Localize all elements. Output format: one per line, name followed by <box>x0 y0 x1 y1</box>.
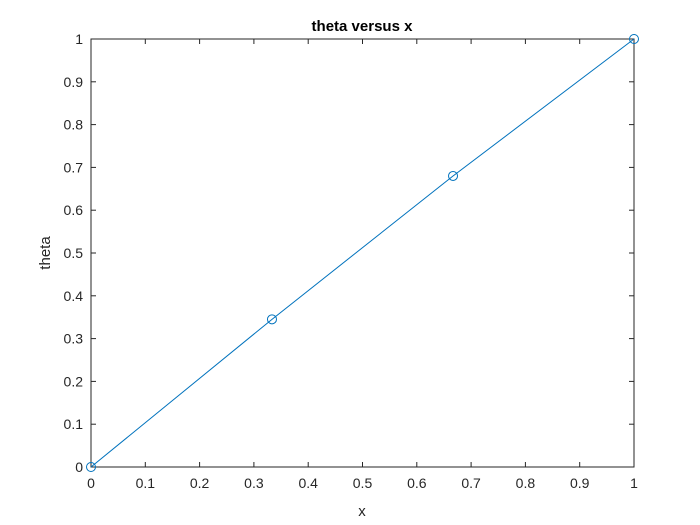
y-tick-label: 0.6 <box>64 202 84 218</box>
y-tick-label: 0.2 <box>64 373 84 389</box>
y-tick-label: 0.9 <box>64 74 84 90</box>
plot-area: 0 0.1 0.2 0.3 0.4 0.5 0.6 0.7 0.8 0.9 1 0 0.1 0.2 0.3 0… <box>64 31 639 491</box>
x-tick-label: 0.6 <box>407 475 427 491</box>
x-tick-label: 0.7 <box>461 475 481 491</box>
axes-box <box>90 38 635 468</box>
x-tick-label: 0.2 <box>190 475 210 491</box>
y-tick-label: 0.5 <box>64 245 84 261</box>
y-tick-label: 0.4 <box>64 288 84 304</box>
chart-title: theta versus x <box>312 18 414 35</box>
x-tick-label: 0.3 <box>244 475 264 491</box>
y-tick-label: 0.8 <box>64 117 84 133</box>
x-tick-label: 0.8 <box>516 475 536 491</box>
x-tick-label: 1 <box>630 475 638 491</box>
data-point <box>86 462 96 472</box>
x-axis-label: x <box>358 503 366 520</box>
y-tick-label: 0.7 <box>64 159 84 175</box>
x-tick-label: 0.5 <box>353 475 373 491</box>
y-tick-label: 0 <box>75 459 83 475</box>
y-tick-label: 0.3 <box>64 331 84 347</box>
series-line <box>90 38 635 468</box>
y-axis-label: theta <box>37 236 54 270</box>
data-point <box>448 170 459 181</box>
x-tick-label: 0.9 <box>570 475 590 491</box>
x-tick-label: 0 <box>87 475 95 491</box>
x-tick-label: 0.1 <box>136 475 156 491</box>
data-point <box>629 34 639 44</box>
y-tick-label: 0.1 <box>64 416 84 432</box>
data-point <box>266 314 277 325</box>
y-tick-label: 1 <box>75 31 83 47</box>
x-tick-label: 0.4 <box>298 475 318 491</box>
